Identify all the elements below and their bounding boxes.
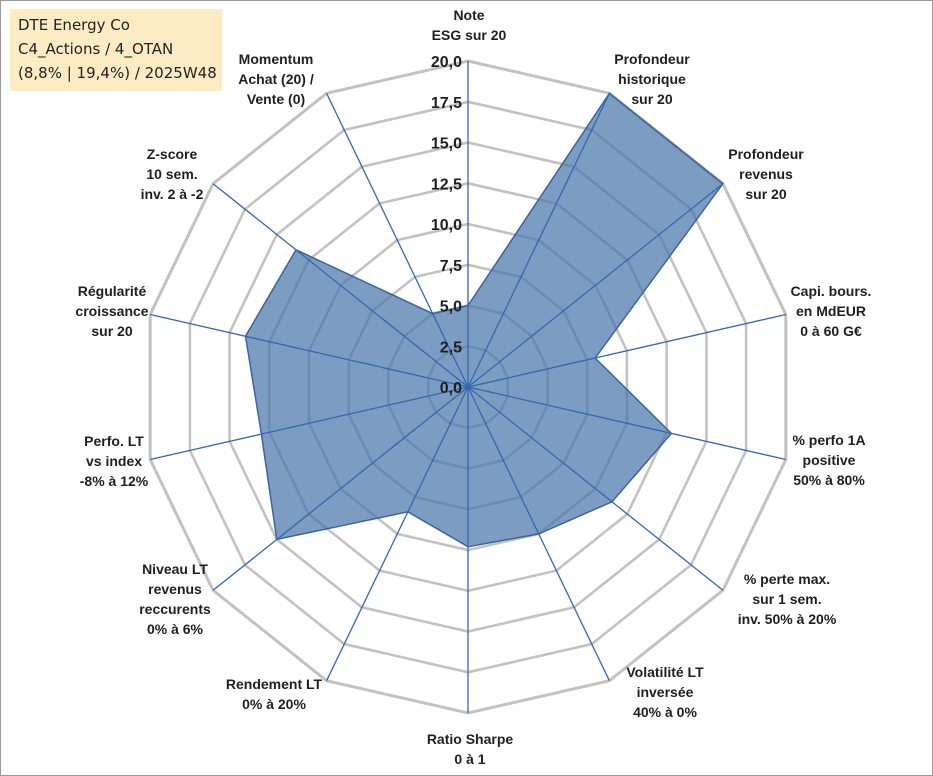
spoke-perte-max — [467, 386, 724, 591]
spoke-perfo-lt — [150, 386, 469, 461]
category-label-line: 0% à 6% — [147, 621, 204, 637]
tick-label: 15,0 — [431, 136, 462, 153]
spoke-volatilite-lt — [467, 386, 610, 681]
category-label-line: historique — [618, 71, 686, 87]
radar-tick-labels: 0,0 2,5 5,0 7,5 10,0 12,5 15,0 17,5 20,0 — [431, 54, 462, 397]
category-label-rendement-lt: Rendement LT 0% à 20% — [226, 676, 323, 712]
info-company-name: DTE Energy Co — [18, 16, 130, 34]
category-label-line: 50% à 80% — [793, 472, 865, 488]
category-label-regularite: Régularité croissance sur 20 — [75, 283, 148, 339]
category-label-line: % perte max. — [744, 571, 830, 587]
category-label-line: % perfo 1A — [792, 432, 865, 448]
radar-series — [244, 92, 724, 548]
category-label-line: positive — [803, 452, 856, 468]
category-label-perte-max: % perte max. sur 1 sem. inv. 50% à 20% — [738, 571, 837, 627]
category-label-niveau-lt: Niveau LT revenus reccurents 0% à 6% — [139, 561, 211, 637]
info-box: DTE Energy Co C4_Actions / 4_OTAN (8,8% … — [10, 9, 222, 91]
category-label-line: 10 sem. — [146, 166, 197, 182]
category-label-volatilite-lt: Volatilité LT inversée 40% à 0% — [626, 664, 704, 720]
category-label-line: Z-score — [147, 146, 198, 162]
info-metrics: (8,8% | 19,4%) / 2025W48 — [18, 64, 217, 82]
category-label-line: Volatilité LT — [626, 664, 704, 680]
category-label-line: sur 1 sem. — [752, 591, 821, 607]
category-label-line: ESG sur 20 — [432, 27, 507, 43]
category-label-line: revenus — [148, 581, 202, 597]
category-label-line: Perfo. LT — [84, 433, 144, 449]
category-label-line: Achat (20) / — [238, 71, 314, 87]
tick-label: 10,0 — [431, 217, 462, 234]
category-label-line: Ratio Sharpe — [427, 731, 514, 747]
category-label-perfo-lt: Perfo. LT vs index -8% à 12% — [80, 433, 149, 489]
category-label-line: en MdEUR — [796, 303, 866, 319]
spoke-regularite — [150, 313, 469, 388]
category-label-ratio-sharpe: Ratio Sharpe 0 à 1 — [427, 731, 514, 767]
tick-label: 7,5 — [440, 258, 462, 275]
category-label-line: Note — [453, 7, 484, 23]
category-label-line: Régularité — [78, 283, 147, 299]
tick-label: 5,0 — [440, 299, 462, 316]
category-label-line: 0 à 60 G€ — [800, 323, 862, 339]
spoke-perfo-1a — [467, 386, 786, 461]
category-label-line: sur 20 — [745, 186, 786, 202]
tick-label: 0,0 — [440, 380, 462, 397]
category-label-line: Capi. bours. — [791, 283, 872, 299]
category-label-line: Profondeur — [614, 51, 690, 67]
spoke-z-score — [212, 183, 469, 388]
tick-label: 17,5 — [431, 95, 462, 112]
category-label-line: inv. 2 à -2 — [141, 186, 204, 202]
category-label-line: Rendement LT — [226, 676, 323, 692]
category-label-capi-bours: Capi. bours. en MdEUR 0 à 60 G€ — [791, 283, 872, 339]
spoke-capi-bours — [467, 313, 786, 388]
category-label-profondeur-historique: Profondeur historique sur 20 — [614, 51, 690, 107]
category-label-line: 0% à 20% — [242, 696, 306, 712]
spoke-niveau-lt — [212, 386, 469, 591]
series-area — [244, 92, 724, 548]
category-label-line: -8% à 12% — [80, 473, 149, 489]
tick-label: 2,5 — [440, 339, 462, 356]
category-label-profondeur-revenus: Profondeur revenus sur 20 — [728, 146, 804, 202]
spoke-profondeur-revenus — [467, 183, 724, 388]
spoke-profondeur-historique — [467, 93, 610, 388]
spoke-momentum — [326, 93, 469, 388]
category-label-line: Momentum — [239, 51, 314, 67]
category-label-line: reccurents — [139, 601, 211, 617]
category-label-line: inv. 50% à 20% — [738, 611, 837, 627]
category-label-line: sur 20 — [631, 91, 672, 107]
category-label-note-esg: Note ESG sur 20 — [432, 7, 507, 43]
category-label-line: 0 à 1 — [454, 751, 485, 767]
category-label-line: Profondeur — [728, 146, 804, 162]
category-label-line: revenus — [739, 166, 793, 182]
tick-label: 20,0 — [431, 54, 462, 71]
category-label-perfo-1a: % perfo 1A positive 50% à 80% — [792, 432, 865, 488]
category-label-line: inversée — [637, 684, 694, 700]
radar-spokes — [150, 61, 786, 713]
category-label-momentum: Momentum Achat (20) / Vente (0) — [238, 51, 314, 107]
info-classification: C4_Actions / 4_OTAN — [18, 40, 174, 58]
category-label-line: Vente (0) — [247, 91, 305, 107]
tick-label: 12,5 — [431, 176, 462, 193]
category-label-line: 40% à 0% — [633, 704, 697, 720]
category-label-line: sur 20 — [91, 323, 132, 339]
category-label-line: croissance — [75, 303, 148, 319]
spoke-rendement-lt — [326, 386, 469, 681]
category-label-line: Niveau LT — [142, 561, 208, 577]
category-label-line: vs index — [86, 453, 142, 469]
category-label-z-score: Z-score 10 sem. inv. 2 à -2 — [141, 146, 204, 202]
radar-category-labels: Note ESG sur 20 Profondeur historique sur 20… — [75, 7, 871, 767]
